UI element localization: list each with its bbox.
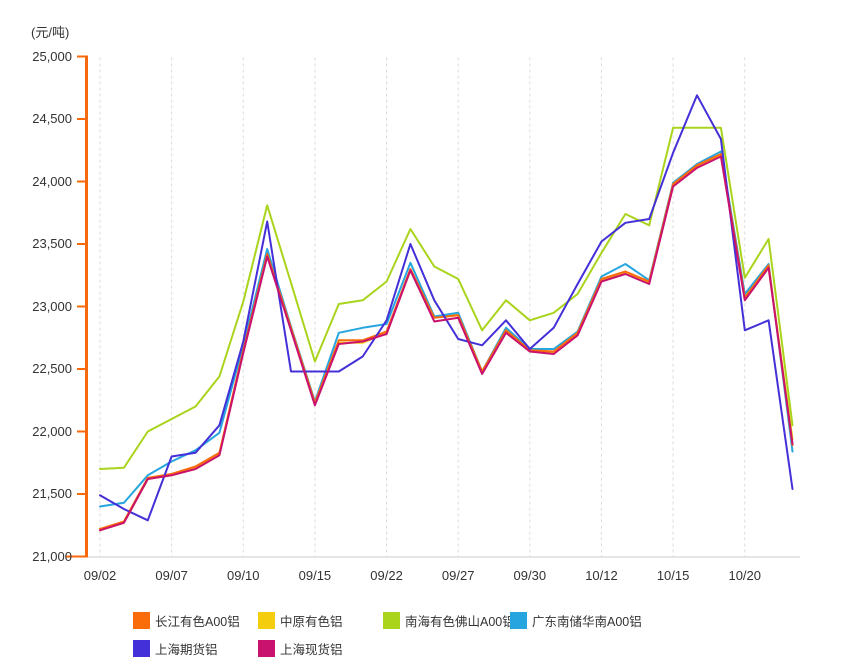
y-axis-tick (77, 430, 85, 433)
x-axis-label: 09/07 (155, 568, 188, 583)
y-axis-tick (77, 368, 85, 370)
series-line-3 (99, 150, 794, 508)
legend-label: 上海期货铝 (155, 642, 218, 657)
y-axis-tick (77, 180, 85, 183)
y-axis-unit-label: (元/吨) (31, 25, 70, 40)
legend-label: 广东南储华南A00铝 (532, 614, 642, 629)
legend-label: 长江有色A00铝 (155, 614, 240, 629)
y-axis-label: 23,000 (32, 298, 72, 314)
legend-swatch (133, 611, 150, 629)
legend-label: 中原有色铝 (280, 614, 343, 629)
series-line-0 (99, 153, 794, 530)
y-axis-tick (66, 555, 85, 558)
x-axis-label: 09/30 (513, 568, 547, 583)
x-axis-label: 09/02 (83, 568, 117, 583)
y-axis-label: 25,000 (32, 48, 72, 64)
legend-swatch (258, 611, 275, 629)
y-axis-line (85, 55, 88, 558)
legend-swatch (258, 639, 275, 657)
y-axis-tick (77, 243, 85, 245)
x-axis-label: 09/27 (441, 568, 475, 583)
series-line-1 (99, 154, 794, 532)
x-axis-label: 10/12 (585, 568, 618, 583)
legend-label: 南海有色佛山A00铝 (405, 614, 515, 629)
legend-swatch (510, 611, 527, 629)
legend-item[interactable]: 广东南储华南A00铝 (510, 611, 642, 629)
series-line-2 (99, 126, 794, 470)
y-axis-label: 24,000 (32, 173, 72, 189)
y-axis-label: 21,500 (32, 486, 72, 501)
y-axis-label: 22,500 (32, 361, 72, 376)
x-axis-label: 10/15 (656, 568, 690, 583)
legend-item[interactable]: 上海期货铝 (133, 639, 218, 657)
legend-item[interactable]: 南海有色佛山A00铝 (383, 611, 515, 629)
y-axis-tick (77, 305, 85, 308)
legend-swatch (383, 611, 400, 629)
y-axis-tick (77, 118, 85, 120)
x-axis-label: 09/15 (298, 568, 332, 583)
legend-label: 上海现货铝 (280, 642, 343, 657)
y-axis-tick (77, 55, 85, 58)
x-axis-label: 09/10 (226, 568, 260, 583)
series-line-4 (99, 94, 794, 522)
y-axis-tick (77, 493, 85, 495)
legend-swatch (133, 639, 150, 657)
x-axis-label: 09/22 (370, 568, 403, 583)
y-axis-label: 21,000 (32, 548, 72, 564)
legend-item[interactable]: 长江有色A00铝 (133, 611, 240, 629)
chart-canvas (66, 55, 800, 558)
y-axis-label: 23,500 (32, 236, 72, 251)
series-line-5 (99, 155, 794, 532)
legend-item[interactable]: 中原有色铝 (258, 611, 343, 629)
y-axis-label: 22,000 (32, 423, 72, 439)
x-axis-label: 10/20 (728, 568, 762, 583)
legend-item[interactable]: 上海现货铝 (258, 639, 343, 657)
y-axis-label: 24,500 (32, 111, 72, 126)
